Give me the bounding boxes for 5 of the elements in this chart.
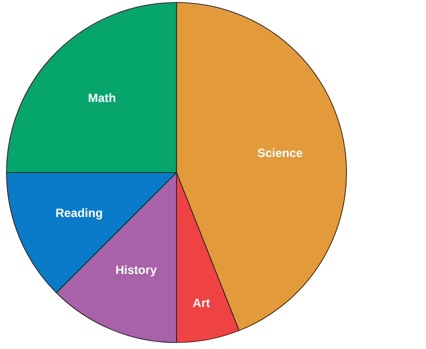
slice-label: Science [257,146,304,160]
slice-label: Math [88,90,116,105]
slice-label: Reading [55,206,103,220]
slice-label: Art [192,296,210,310]
slice-label: History [115,262,158,277]
